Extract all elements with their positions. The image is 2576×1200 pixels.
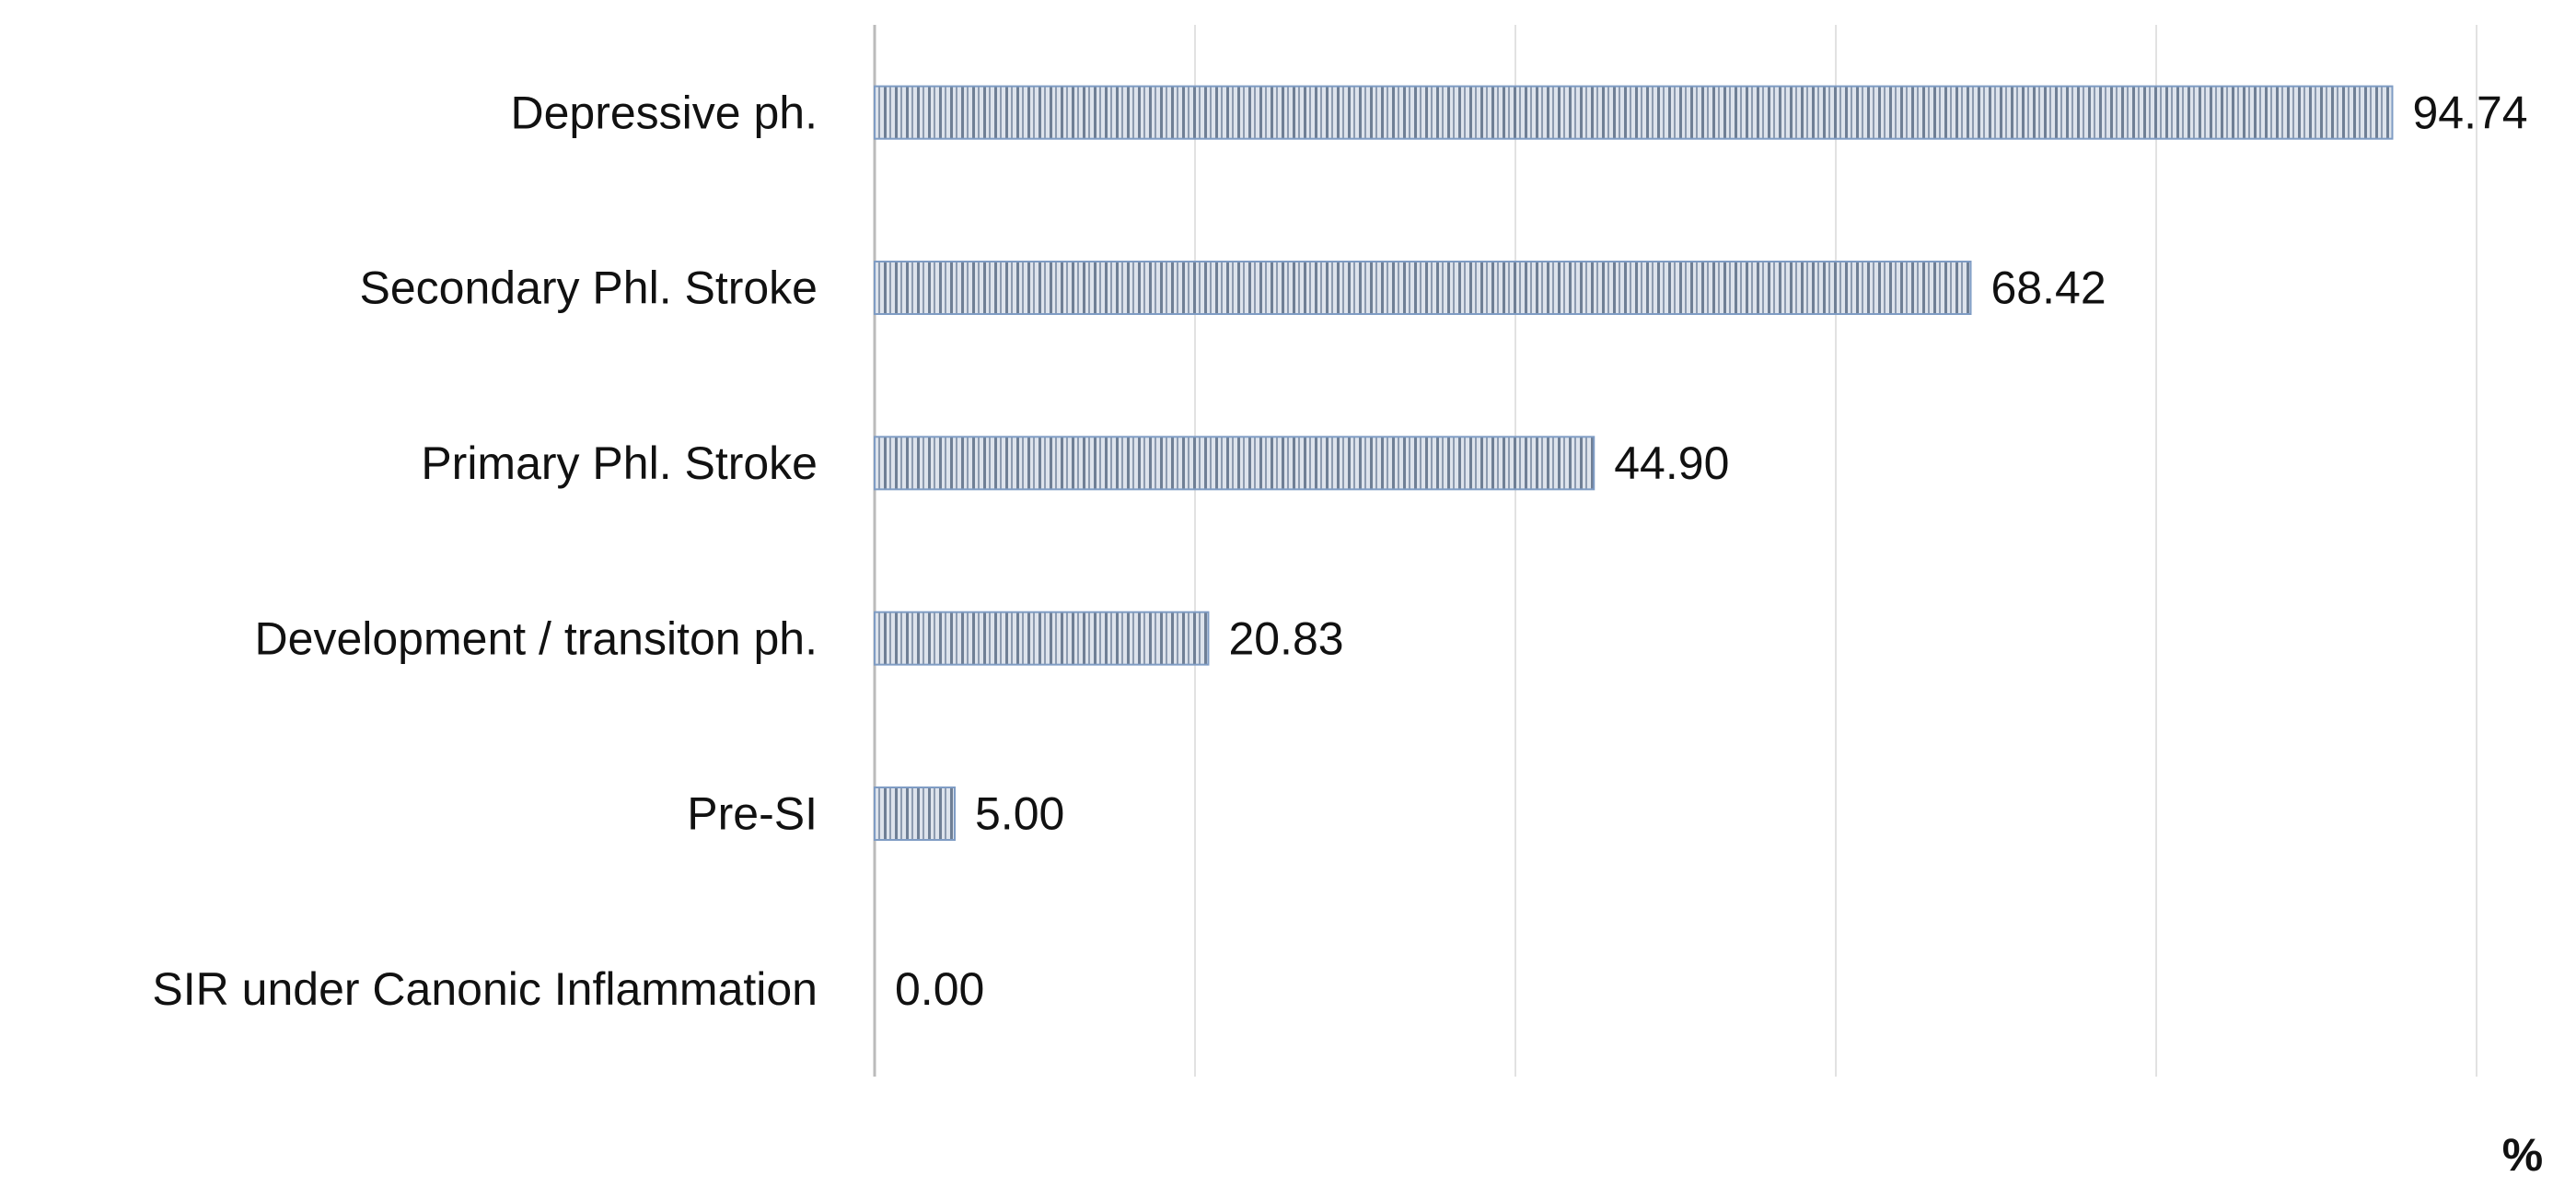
bar [874,436,1595,491]
y-tick-label: Depressive ph. [511,87,818,138]
value-label: 94.74 [2412,87,2527,138]
value-label: 68.42 [1991,262,2106,314]
value-label: 20.83 [1228,612,1343,664]
value-label: 0.00 [895,963,984,1015]
value-label: 44.90 [1614,437,1729,489]
y-tick-label: SIR under Canonic Inflammation [152,963,818,1015]
value-label: 5.00 [975,788,1064,840]
x-axis-label: % [2502,1129,2543,1181]
bar [874,786,956,841]
bar [874,611,1210,666]
bar [874,85,2394,140]
y-tick-label: Development / transiton ph. [255,612,818,664]
y-tick-label: Pre-SI [687,788,818,840]
y-tick-label: Secondary Phl. Stroke [360,262,818,314]
bar [874,261,1972,315]
y-tick-label: Primary Phl. Stroke [421,437,818,489]
